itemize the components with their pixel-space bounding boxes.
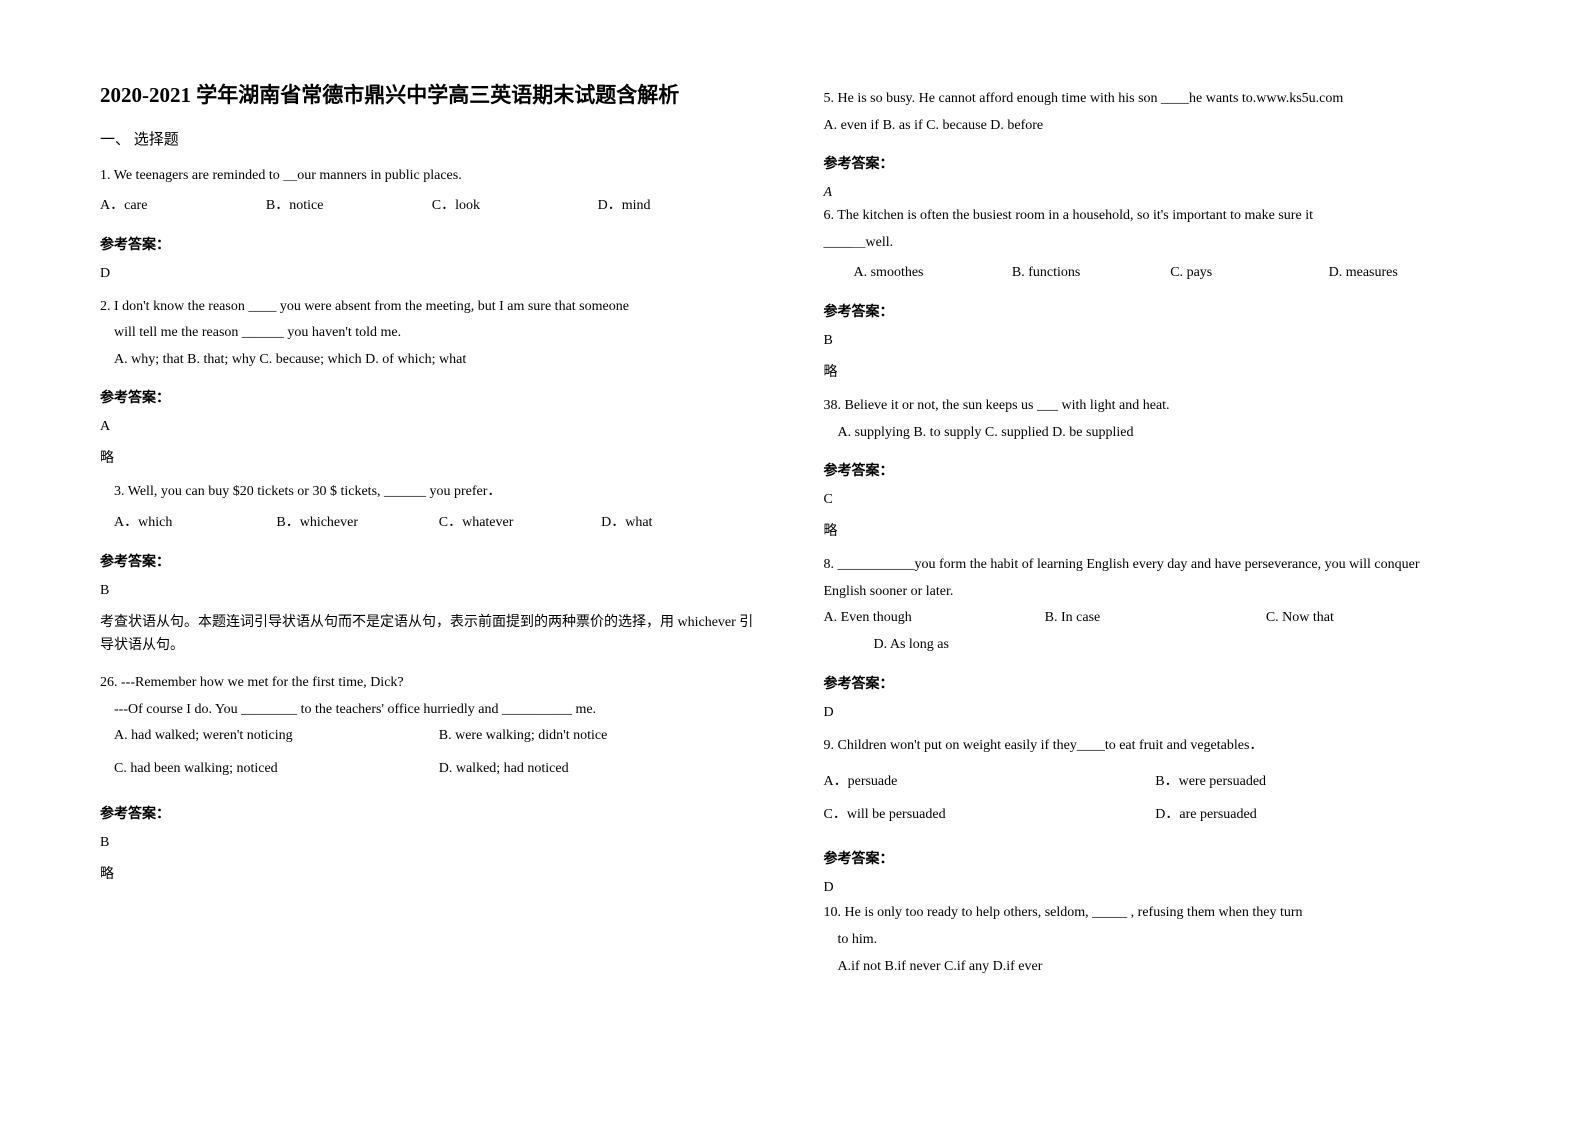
answer-value: A [100, 419, 764, 435]
answer-label: 参考答案： [100, 803, 764, 823]
option-d: D．are persuaded [1155, 802, 1487, 829]
question-text-cont: ---Of course I do. You ________ to the t… [100, 697, 764, 724]
question-9: 9. Children won't put on weight easily i… [824, 733, 1488, 835]
option-a: A．persuade [824, 769, 1156, 796]
option-c: C. had been walking; noticed [114, 756, 439, 783]
answer-value: D [824, 705, 1488, 721]
answer-value: D [824, 880, 1488, 896]
option-a: A．which [114, 510, 276, 537]
answer-label: 参考答案： [824, 848, 1488, 868]
question-10: 10. He is only too ready to help others,… [824, 900, 1488, 980]
option-b: B. In case [1045, 605, 1266, 632]
answer-label: 参考答案： [824, 673, 1488, 693]
answer-value: B [100, 835, 764, 851]
option-c: C．whatever [439, 510, 601, 537]
question-options: A. smoothes B. functions C. pays D. meas… [824, 260, 1488, 287]
left-column: 2020-2021 学年湖南省常德市鼎兴中学高三英语期末试题含解析 一、 选择题… [100, 80, 764, 994]
question-text: 6. The kitchen is often the busiest room… [824, 203, 1488, 230]
answer-explain: 考查状语从句。本题连词引导状语从句而不是定语从句，表示前面提到的两种票价的选择，… [100, 611, 764, 659]
option-d: D．mind [598, 193, 764, 220]
answer-brief: 略 [100, 863, 764, 883]
question-options: A．persuade B．were persuaded C．will be pe… [824, 769, 1488, 834]
question-options-row1: A. Even though B. In case C. Now that [824, 605, 1488, 632]
option-a: A. had walked; weren't noticing [114, 723, 439, 750]
option-b: B．notice [266, 193, 432, 220]
question-text: 2. I don't know the reason ____ you were… [100, 294, 764, 321]
option-d: D. As long as [824, 632, 1488, 659]
answer-label: 参考答案： [100, 234, 764, 254]
option-c: C．will be persuaded [824, 802, 1156, 829]
option-a: A．care [100, 193, 266, 220]
question-text-cont: will tell me the reason ______ you haven… [100, 320, 764, 347]
question-6: 6. The kitchen is often the busiest room… [824, 203, 1488, 287]
question-8: 8. ___________you form the habit of lear… [824, 552, 1488, 658]
option-d: D．what [601, 510, 763, 537]
question-text: 26. ---Remember how we met for the first… [100, 670, 764, 697]
option-d: D. walked; had noticed [439, 756, 764, 783]
question-26: 26. ---Remember how we met for the first… [100, 670, 764, 788]
question-text-cont: ____＿well. [824, 230, 1488, 257]
option-a: A. Even though [824, 605, 1045, 632]
option-c: C. Now that [1266, 605, 1487, 632]
document-page: 2020-2021 学年湖南省常德市鼎兴中学高三英语期末试题含解析 一、 选择题… [0, 0, 1587, 1034]
question-options: A. why; that B. that; why C. because; wh… [100, 347, 764, 374]
answer-label: 参考答案： [100, 551, 764, 571]
answer-label: 参考答案： [824, 460, 1488, 480]
document-title: 2020-2021 学年湖南省常德市鼎兴中学高三英语期末试题含解析 [100, 80, 764, 112]
section-heading: 一、 选择题 [100, 128, 764, 149]
question-options: A.if not B.if never C.if any D.if ever [824, 954, 1488, 981]
answer-value: D [100, 266, 764, 282]
answer-brief: 略 [100, 447, 764, 467]
option-b: B. functions [1012, 260, 1170, 287]
answer-brief: 略 [824, 520, 1488, 540]
question-text-cont: English sooner or later. [824, 579, 1488, 606]
question-text: 38. Believe it or not, the sun keeps us … [824, 393, 1488, 420]
question-text: 8. ___________you form the habit of lear… [824, 552, 1488, 579]
question-text: 10. He is only too ready to help others,… [824, 900, 1488, 927]
right-column: 5. He is so busy. He cannot afford enoug… [824, 80, 1488, 994]
question-text: 9. Children won't put on weight easily i… [824, 733, 1488, 760]
option-a: A. smoothes [854, 260, 1012, 287]
question-options: A．which B．whichever C．whatever D．what [114, 510, 764, 537]
answer-value: C [824, 492, 1488, 508]
answer-label: 参考答案： [824, 153, 1488, 173]
question-38: 38. Believe it or not, the sun keeps us … [824, 393, 1488, 446]
answer-label: 参考答案： [100, 387, 764, 407]
question-5: 5. He is so busy. He cannot afford enoug… [824, 86, 1488, 139]
question-text: 3. Well, you can buy $20 tickets or 30 $… [114, 479, 764, 506]
answer-brief: 略 [824, 361, 1488, 381]
question-options: A. even if B. as if C. because D. before [824, 113, 1488, 140]
question-options: A. supplying B. to supply C. supplied D.… [824, 420, 1488, 447]
question-text: 1. We teenagers are reminded to ＿our man… [100, 163, 764, 190]
question-1: 1. We teenagers are reminded to ＿our man… [100, 163, 764, 220]
option-b: B. were walking; didn't notice [439, 723, 764, 750]
option-b: B．were persuaded [1155, 769, 1487, 796]
answer-label: 参考答案： [824, 301, 1488, 321]
question-options: A. had walked; weren't noticing B. were … [100, 723, 764, 788]
option-d: D. measures [1329, 260, 1487, 287]
question-options: A．care B．notice C．look D．mind [100, 193, 764, 220]
answer-value: A [824, 185, 1488, 201]
option-b: B．whichever [276, 510, 438, 537]
answer-value: B [100, 583, 764, 599]
question-text-cont: to him. [824, 927, 1488, 954]
question-2: 2. I don't know the reason ____ you were… [100, 294, 764, 374]
option-c: C．look [432, 193, 598, 220]
question-text: 5. He is so busy. He cannot afford enoug… [824, 86, 1488, 113]
answer-value: B [824, 333, 1488, 349]
option-c: C. pays [1170, 260, 1328, 287]
question-3: 3. Well, you can buy $20 tickets or 30 $… [100, 479, 764, 536]
